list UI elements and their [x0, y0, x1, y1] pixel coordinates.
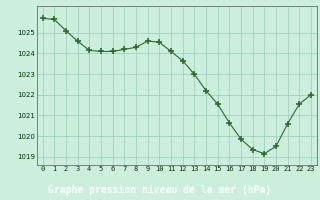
Text: Graphe pression niveau de la mer (hPa): Graphe pression niveau de la mer (hPa) — [48, 185, 272, 195]
